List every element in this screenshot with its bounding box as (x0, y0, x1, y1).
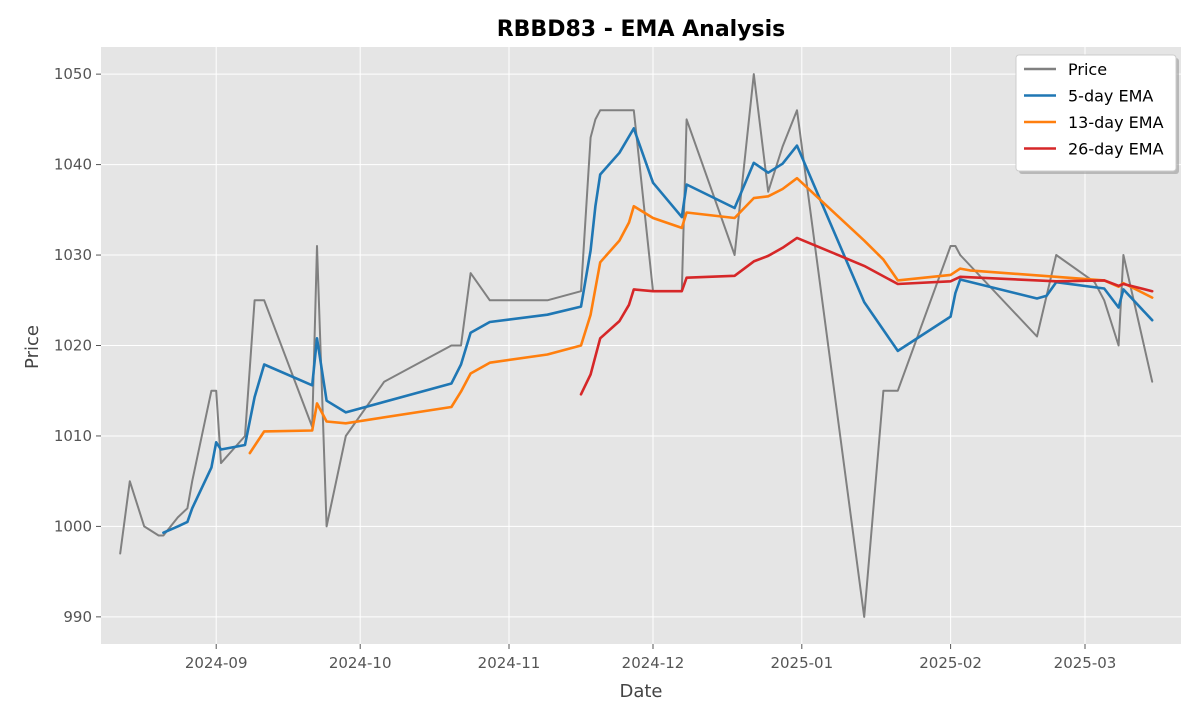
x-tick-label: 2025-01 (770, 654, 833, 672)
x-tick-label: 2025-02 (919, 654, 982, 672)
y-tick-label: 1040 (54, 156, 92, 174)
legend-label-13-day-ema: 13-day EMA (1068, 113, 1164, 132)
series-layer (119, 73, 1154, 618)
y-axis-label: Price (22, 325, 43, 369)
x-tick-label: 2024-09 (185, 654, 248, 672)
chart-title: RBBD83 - EMA Analysis (497, 17, 786, 42)
legend-box (1015, 54, 1177, 172)
legend-label-price: Price (1068, 60, 1107, 79)
y-tick-label: 1000 (54, 517, 92, 535)
y-tick-label: 1010 (54, 427, 92, 445)
series-line-price (119, 73, 1154, 618)
legend: Price 5-day EMA 13-day EMA 26-day EMA (1015, 54, 1179, 174)
legend-label-5-day-ema: 5-day EMA (1068, 87, 1153, 106)
y-tick-label: 1050 (54, 65, 92, 83)
x-tick-label: 2024-12 (622, 654, 685, 672)
y-axis-ticks: 990 1000 1010 1020 1030 1040 1050 (54, 65, 101, 626)
x-tick-label: 2024-10 (329, 654, 392, 672)
series-line-13-day-ema (248, 176, 1154, 455)
y-tick-label: 1030 (54, 246, 92, 264)
y-tick-label: 1020 (54, 337, 92, 355)
series-line-26-day-ema (579, 236, 1154, 396)
x-tick-label: 2024-11 (478, 654, 541, 672)
x-axis-ticks: 2024-09 2024-10 2024-11 2024-12 2025-01 2025-… (185, 644, 1116, 672)
x-axis-label: Date (619, 681, 662, 702)
y-tick-label: 990 (63, 608, 92, 626)
legend-label-26-day-ema: 26-day EMA (1068, 140, 1164, 159)
series-line-5-day-ema (162, 127, 1154, 534)
x-tick-label: 2025-03 (1054, 654, 1117, 672)
